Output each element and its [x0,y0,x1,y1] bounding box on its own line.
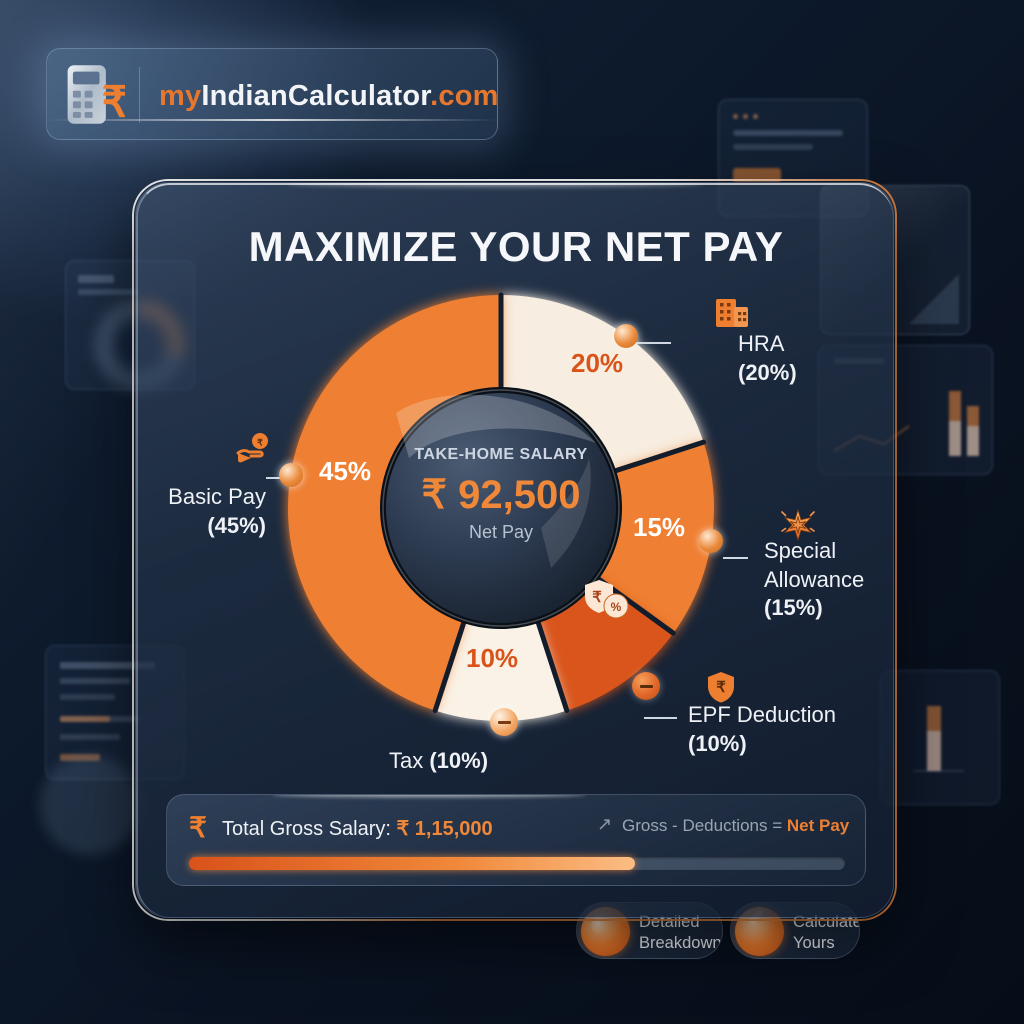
svg-text:₹: ₹ [592,589,602,606]
svg-text:₹: ₹ [189,813,207,843]
svg-text:₹: ₹ [716,679,726,696]
svg-text:₹: ₹ [257,438,263,448]
svg-text:₹: ₹ [102,79,125,126]
svg-text:%: % [611,600,622,614]
